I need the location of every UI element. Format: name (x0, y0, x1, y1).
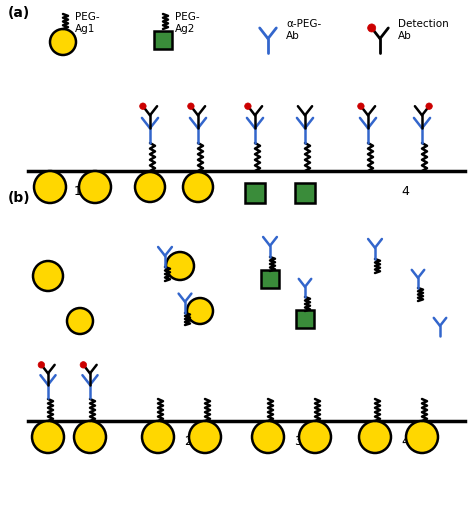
Circle shape (187, 298, 213, 324)
Text: Detection
Ab: Detection Ab (398, 19, 449, 40)
Circle shape (359, 421, 391, 453)
Text: 3: 3 (294, 185, 302, 198)
Bar (154, 31, 172, 49)
Circle shape (38, 362, 45, 368)
Circle shape (299, 421, 331, 453)
Circle shape (140, 103, 146, 109)
Circle shape (426, 103, 432, 109)
Circle shape (142, 421, 174, 453)
Circle shape (368, 24, 376, 32)
Circle shape (252, 421, 284, 453)
Circle shape (166, 252, 194, 280)
Circle shape (188, 103, 194, 109)
Circle shape (189, 421, 221, 453)
Text: 2: 2 (184, 435, 192, 448)
Circle shape (406, 421, 438, 453)
Text: α-PEG-
Ab: α-PEG- Ab (286, 19, 321, 40)
Text: 3: 3 (294, 435, 302, 448)
Text: PEG-
Ag2: PEG- Ag2 (175, 12, 200, 34)
Circle shape (80, 362, 87, 368)
Text: 2: 2 (184, 185, 192, 198)
Circle shape (245, 103, 251, 109)
Bar (245, 183, 265, 203)
Text: 1: 1 (74, 435, 82, 448)
Bar (295, 183, 315, 203)
Bar (296, 310, 314, 328)
Circle shape (183, 172, 213, 202)
Text: (b): (b) (8, 191, 31, 205)
Text: 4: 4 (401, 435, 409, 448)
Circle shape (135, 172, 165, 202)
Text: (a): (a) (8, 6, 30, 20)
Text: 4: 4 (401, 185, 409, 198)
Circle shape (33, 261, 63, 291)
Circle shape (34, 171, 66, 203)
Circle shape (74, 421, 106, 453)
Circle shape (67, 308, 93, 334)
Bar (261, 270, 279, 288)
Text: PEG-
Ag1: PEG- Ag1 (75, 12, 100, 34)
Circle shape (50, 29, 76, 55)
Text: 1: 1 (74, 185, 82, 198)
Circle shape (32, 421, 64, 453)
Circle shape (79, 171, 111, 203)
Circle shape (358, 103, 364, 109)
